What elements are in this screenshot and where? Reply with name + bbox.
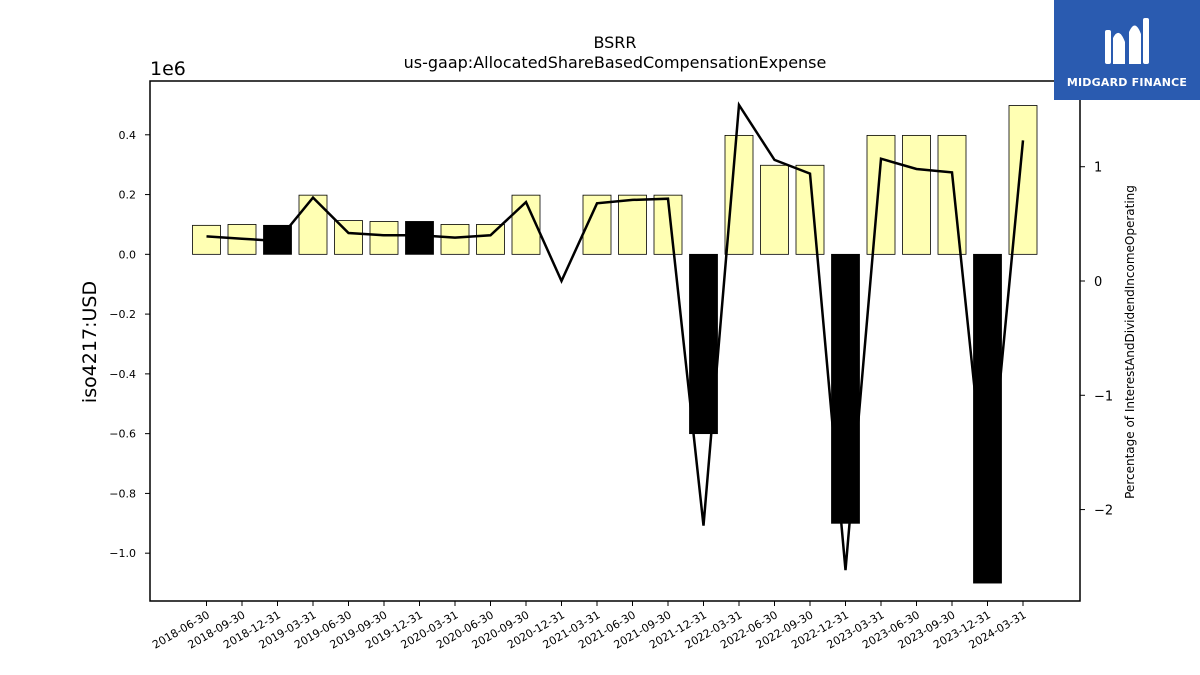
bar (937, 134, 967, 255)
bar (192, 224, 221, 255)
bar (866, 134, 896, 255)
bar (440, 224, 470, 255)
chart-title: BSRR (593, 33, 636, 52)
y-tick-label: 0.0 (119, 248, 137, 261)
y-tick-label: −1.0 (109, 547, 136, 560)
y-offset-label: 1e6 (150, 58, 186, 80)
chart-subtitle: us-gaap:AllocatedShareBasedCompensationE… (404, 53, 827, 72)
bar (298, 194, 328, 255)
bar (369, 221, 399, 255)
plot-frame (149, 80, 1081, 602)
bar (476, 224, 505, 255)
y2-tick-label: −2 (1094, 504, 1113, 519)
y-tick-label: −0.4 (109, 368, 136, 381)
bar (760, 164, 789, 255)
bar (653, 194, 683, 255)
bar (831, 253, 860, 524)
y-tick-label: 0.2 (119, 189, 137, 202)
x-axis: 2018-06-302018-09-302018-12-312019-03-31… (150, 601, 1029, 652)
bar (902, 134, 931, 255)
y2-axis-label: Percentage of InterestAndDividendIncomeO… (1123, 185, 1137, 499)
bar (405, 221, 434, 255)
brand-name: MIDGARD FINANCE (1066, 75, 1188, 89)
midgard-logo-icon (1105, 17, 1149, 64)
bar-layer (192, 105, 1038, 584)
bar (334, 220, 363, 255)
y-tick-label: −0.6 (109, 428, 136, 441)
y2-tick-label: −1 (1094, 389, 1113, 404)
y2-tick-label: 0 (1094, 275, 1102, 290)
bar (618, 194, 647, 255)
y-axis-label: iso4217:USD (79, 281, 101, 403)
bar (724, 134, 754, 255)
y2-axis: −2 −1 0 1 (1080, 161, 1113, 519)
y2-tick-label: 1 (1094, 161, 1102, 176)
brand-logo: MIDGARD FINANCE (1054, 0, 1200, 100)
y-tick-label: −0.8 (109, 487, 136, 500)
series-line (206, 101, 1025, 571)
y-tick-label: 0.4 (119, 129, 137, 142)
y-axis: −1.0 −0.8 −0.6 −0.4 −0.2 0.0 0.2 0.4 (109, 129, 150, 560)
y-tick-label: −0.2 (109, 308, 136, 321)
line-layer (206, 101, 1025, 571)
